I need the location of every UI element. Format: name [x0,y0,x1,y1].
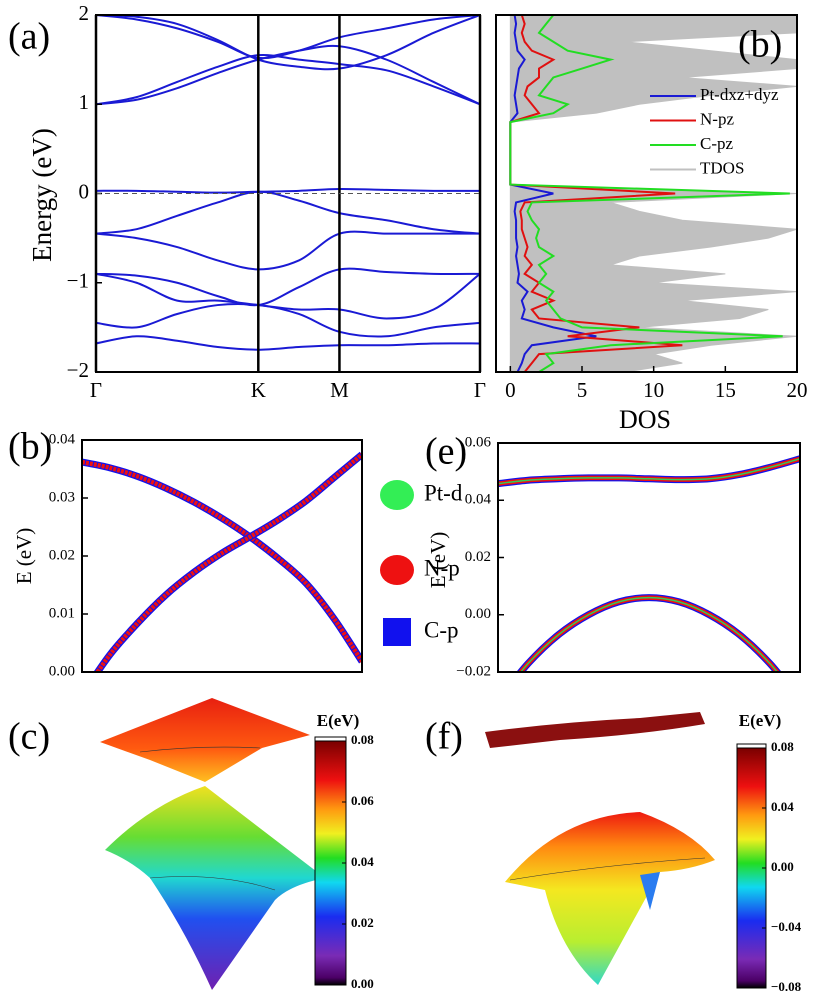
y-tick-label: 0.04 [49,431,76,447]
plot-area [96,15,480,351]
plot-frame [81,439,363,673]
y-tick-label: 0.04 [465,492,492,508]
plot-area [498,455,800,672]
legend-label: Pt-d [424,480,463,505]
surface-upper [100,698,310,782]
surface-fragment [640,872,660,910]
x-tick-label: 0 [505,378,516,402]
x-tick-label: Γ [474,378,486,402]
band-core [498,458,800,485]
colorbar [736,747,767,989]
x-tick-label: 10 [643,378,664,402]
y-tick-label: 0.00 [465,606,491,622]
y-axis-label: E (eV) [426,532,450,589]
colorbar-tick-label: 0.06 [351,793,374,808]
surface-lower [105,786,325,990]
band [96,15,480,71]
x-tick-label: 15 [715,378,736,402]
line [509,15,597,372]
panel-label: (b) [738,24,782,66]
plot-area [82,451,362,672]
colorbar-tick-label: −0.04 [771,919,802,934]
panel-label: (a) [8,16,50,58]
y-tick-label: 0.06 [465,434,492,450]
colorbar-tick-label: 0.08 [771,739,794,754]
y-tick-label: −1 [67,269,89,293]
legend-label: TDOS [700,158,744,177]
legend-label: Pt-dxz+dyz [700,85,779,104]
colorbar-tick-label: 0.02 [351,915,374,930]
band [96,267,480,307]
colorbar-tick-label: 0.00 [351,976,374,991]
surface-edge [509,857,706,881]
y-tick-label: 1 [79,90,90,114]
band [94,452,362,672]
y-tick-label: 0.02 [49,547,75,563]
x-tick-label: Γ [90,378,102,402]
y-tick-label: −0.02 [456,663,491,679]
legend-label: N-pz [700,109,734,128]
x-tick-label: M [330,378,349,402]
colorbar-cap [314,736,347,742]
x-tick-label: 20 [787,378,808,402]
plot-frame [95,14,481,373]
legend-marker [383,618,411,646]
band [96,44,480,106]
band [82,459,362,663]
legend-marker [380,555,414,585]
panel-label: (b) [8,426,52,468]
band [96,53,480,106]
x-tick-label: 5 [577,378,588,402]
band [96,230,480,271]
line [509,15,683,372]
plot-area [509,15,797,372]
legend-label: N-p [424,555,460,580]
colorbar-tick-label: −0.08 [771,979,802,994]
legend-label: C-p [424,617,459,642]
y-tick-label: 2 [79,1,90,25]
colorbar-tick-label: 0.04 [771,799,794,814]
band [96,190,480,235]
band [96,335,480,351]
y-tick-label: −2 [67,358,89,382]
x-axis-label: DOS [619,405,671,434]
y-tick-label: 0.01 [49,605,75,621]
colorbar [314,740,347,986]
x-tick-label: K [251,378,266,402]
colorbar-cap [736,743,767,749]
y-tick-label: 0.03 [49,489,75,505]
y-tick-label: 0.00 [49,663,75,679]
legend-marker [380,480,414,510]
colorbar-tick-label: 0.04 [351,854,374,869]
y-axis-label: Energy (eV) [27,128,57,262]
colorbar-tick-label: 0.08 [351,732,374,747]
surface-lower [505,812,715,985]
colorbar-tick-label: 0.00 [771,859,794,874]
surface-upper [485,712,705,748]
y-tick-label: 0 [79,179,90,203]
surface-f [485,712,715,985]
legend-label: C-pz [700,134,734,153]
panel-label: (f) [425,716,463,758]
band [96,15,480,60]
colorbar-title: E(eV) [739,711,781,730]
panel-label: (e) [425,431,467,473]
panel-label: (c) [8,716,50,758]
band [96,302,480,338]
plot-frame [497,442,801,673]
surface-c [100,698,325,990]
band-core [519,596,779,672]
colorbar-title: E(eV) [317,711,359,730]
plot-frame [495,14,798,373]
y-axis-label: E (eV) [12,528,36,585]
y-tick-label: 0.02 [465,549,491,565]
band [96,188,480,194]
band [517,595,781,672]
surface-edge [149,876,276,891]
surface-edge [139,746,261,753]
line [509,15,790,372]
